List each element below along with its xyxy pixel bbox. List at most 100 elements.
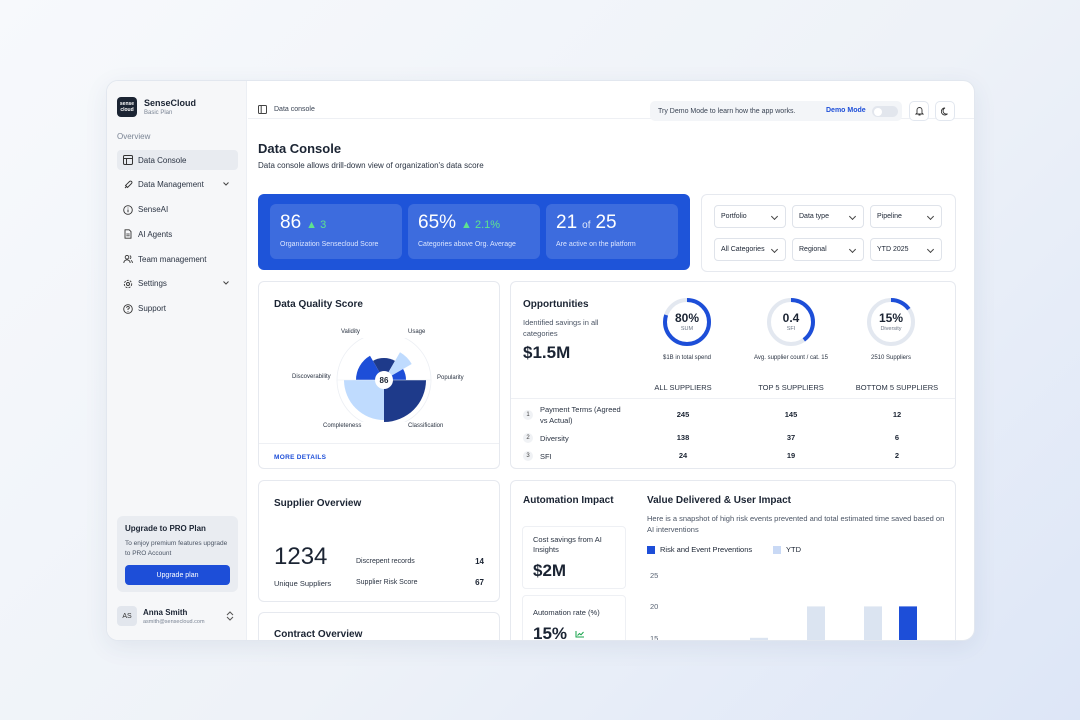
ring-diversity: 15% Diversity [864, 295, 918, 349]
sidebar-item-ai-agents[interactable]: AI Agents [117, 224, 238, 244]
moon-icon [940, 107, 948, 115]
card-title: Contract Overview [274, 629, 363, 640]
column-header: BOTTOM 5 SUPPLIERS [855, 383, 939, 392]
cost-savings-value: $2M [533, 561, 567, 580]
column-header: TOP 5 SUPPLIERS [758, 383, 824, 392]
sidebar-section-label: Overview [117, 132, 151, 141]
kpi-total: 25 [595, 212, 617, 233]
ring-gauge [767, 298, 815, 346]
supplier-metric-label: Discrepent records [356, 558, 415, 565]
cell-value: 19 [786, 451, 796, 460]
kpi-card-active: 21 of 25 Are active on the platform [546, 204, 678, 259]
sidebar-item-label: AI Agents [138, 229, 173, 239]
filter-pipeline[interactable]: Pipeline [870, 205, 942, 228]
kpi-delta: ▲ 2.1% [461, 219, 501, 231]
demo-mode-toggle[interactable] [872, 106, 898, 117]
card-title: Supplier Overview [274, 498, 362, 509]
dq-label-validity: Validity [341, 329, 360, 335]
data-quality-card: Data Quality Score 86 Validity Usage Pop… [258, 281, 500, 469]
user-name: Anna Smith [143, 607, 188, 617]
kpi-banner: 86 ▲ 3 Organization Sensecloud Score 65% ▲… [258, 194, 690, 270]
kpi-label: Are active on the platform [556, 241, 636, 248]
sidebar-item-data-console[interactable]: Data Console [117, 150, 238, 170]
upgrade-desc: To enjoy premium features upgrade to PRO… [125, 540, 228, 557]
sidebar-item-data-management[interactable]: Data Management [117, 175, 238, 195]
sidebar-item-support[interactable]: Support [117, 299, 238, 319]
topbar: Data console Try Demo Mode to learn how … [248, 81, 974, 121]
automation-rate-box: Automation rate (%) 15% [522, 595, 626, 640]
supplier-metric-value: 14 [475, 557, 484, 566]
page-title: Data Console [258, 141, 342, 156]
row-number: 3 [523, 451, 533, 461]
logo: sense cloud [117, 97, 137, 117]
opportunities-subtitle: Identified savings in all categories [523, 318, 599, 338]
sidebar-item-label: Data Management [138, 180, 204, 190]
main-content: Data console Try Demo Mode to learn how … [248, 81, 974, 640]
kpi-value: 65% [418, 212, 457, 233]
card-title: Data Quality Score [274, 299, 363, 310]
opportunities-card: Opportunities Identified savings in all … [510, 281, 956, 469]
filter-regional[interactable]: Regional [792, 238, 864, 261]
kpi-label: Organization Sensecloud Score [280, 241, 379, 248]
chevron-down-icon [223, 281, 229, 285]
breadcrumb: Data console [258, 105, 315, 114]
supplier-count: 1234 [274, 543, 328, 570]
demo-mode-link[interactable]: Demo Mode [826, 107, 866, 114]
dq-center [375, 371, 393, 389]
dq-segment [384, 352, 412, 380]
supplier-metric-value: 67 [475, 578, 484, 587]
brand-name: SenseCloud [144, 98, 197, 108]
theme-toggle-button[interactable] [935, 101, 955, 121]
user-email: asmith@sensecloud.com [143, 618, 205, 625]
sidebar: sense cloud SenseCloud Basic Plan Overvi… [107, 81, 247, 640]
ring-gauge [867, 298, 915, 346]
filter-period[interactable]: YTD 2025 [870, 238, 942, 261]
sidebar-item-settings[interactable]: Settings [117, 274, 238, 294]
filter-categories[interactable]: All Categories [714, 238, 786, 261]
notifications-button[interactable] [909, 101, 929, 121]
upgrade-plan-button[interactable]: Upgrade plan [125, 565, 230, 585]
ring-sub: Diversity [880, 326, 902, 332]
sidebar-toggle-icon[interactable] [258, 105, 267, 114]
ring-caption: 2510 Suppliers [870, 355, 912, 361]
ring-caption: $1B in total spend [662, 355, 712, 361]
bar-ytd [807, 606, 825, 640]
filter-portfolio[interactable]: Portfolio [714, 205, 786, 228]
cost-savings-box: Cost savings from AI Insights $2M [522, 526, 626, 589]
filter-data-type[interactable]: Data type [792, 205, 864, 228]
supplier-metric-label: Supplier Risk Score [356, 579, 418, 586]
dq-segment [356, 355, 384, 380]
sidebar-item-senseai[interactable]: SenseAI [117, 200, 238, 220]
upgrade-card: Upgrade to PRO Plan To enjoy premium fea… [117, 516, 238, 592]
cell-value: 24 [678, 451, 688, 460]
demo-mode-banner: Try Demo Mode to learn how the app works… [650, 101, 902, 121]
ring-sum: 80% SUM [660, 295, 714, 349]
upgrade-title: Upgrade to PRO Plan [125, 524, 206, 533]
user-menu[interactable]: AS Anna Smith asmith@sensecloud.com [117, 601, 238, 631]
breadcrumb-item[interactable]: Data console [274, 106, 315, 113]
brand[interactable]: sense cloud SenseCloud Basic Plan [117, 97, 196, 117]
dq-label-classification: Classification [408, 423, 444, 429]
gear-icon [123, 279, 133, 289]
cell-value: 138 [676, 433, 690, 442]
column-header: ALL SUPPLIERS [654, 383, 712, 392]
row-name: Diversity [540, 434, 569, 443]
dq-label-discoverability: Discoverability [292, 374, 331, 380]
app-window: sense cloud SenseCloud Basic Plan Overvi… [106, 80, 975, 641]
sidebar-item-label: Team management [138, 254, 207, 264]
legend-label: Risk and Event Preventions [660, 545, 753, 554]
dq-label-usage: Usage [408, 329, 426, 335]
automation-title: Automation Impact [523, 495, 614, 506]
ring-sub: SUM [680, 326, 694, 332]
contract-overview-card: Contract Overview [258, 612, 500, 640]
kpi-delta: ▲ 3 [306, 219, 327, 231]
automation-value-card: Automation Impact Cost savings from AI I… [510, 480, 956, 640]
cell-value: 245 [676, 410, 690, 419]
dq-segment [384, 380, 426, 422]
layout-icon [123, 155, 133, 165]
row-name: Payment Terms (Agreed vs Actual) [540, 405, 621, 425]
sidebar-item-team-management[interactable]: Team management [117, 249, 238, 269]
demo-mode-text: Try Demo Mode to learn how the app works… [658, 107, 796, 115]
more-details-link[interactable]: MORE DETAILS [274, 454, 327, 461]
dq-label-popularity: Popularity [437, 375, 464, 381]
